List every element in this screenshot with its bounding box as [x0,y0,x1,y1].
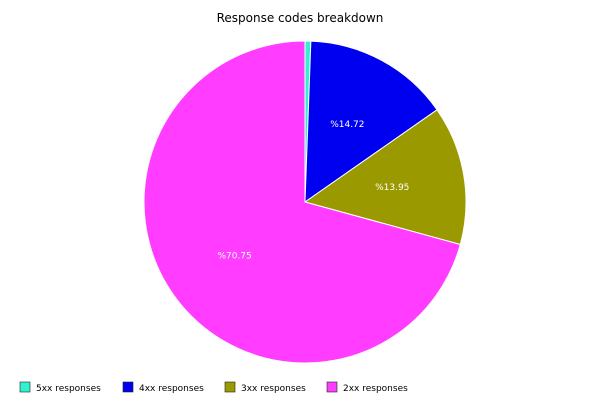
legend-swatch [122,381,134,393]
pie-slice-labels: %14.72 %13.95 %70.75 [217,120,409,261]
pie-slice-2xx [143,40,461,364]
legend: 5xx responses 4xx responses 3xx responses 2… [19,381,408,394]
slice-data-label: %14.72 [330,120,364,130]
slice-data-label: %70.75 [217,252,251,262]
legend-label: 3xx responses [241,384,306,394]
chart-title: Response codes breakdown [217,11,384,25]
slice-data-label: %13.95 [375,183,409,193]
legend-label: 4xx responses [139,384,204,394]
legend-swatch [19,381,31,393]
pie-slice-4xx [304,40,438,203]
legend-label: 2xx responses [343,384,408,394]
legend-swatch [326,381,338,393]
legend-label: 5xx responses [36,384,101,394]
legend-swatch [224,381,236,393]
pie-slice-3xx [303,109,467,246]
pie-slices [143,40,467,364]
